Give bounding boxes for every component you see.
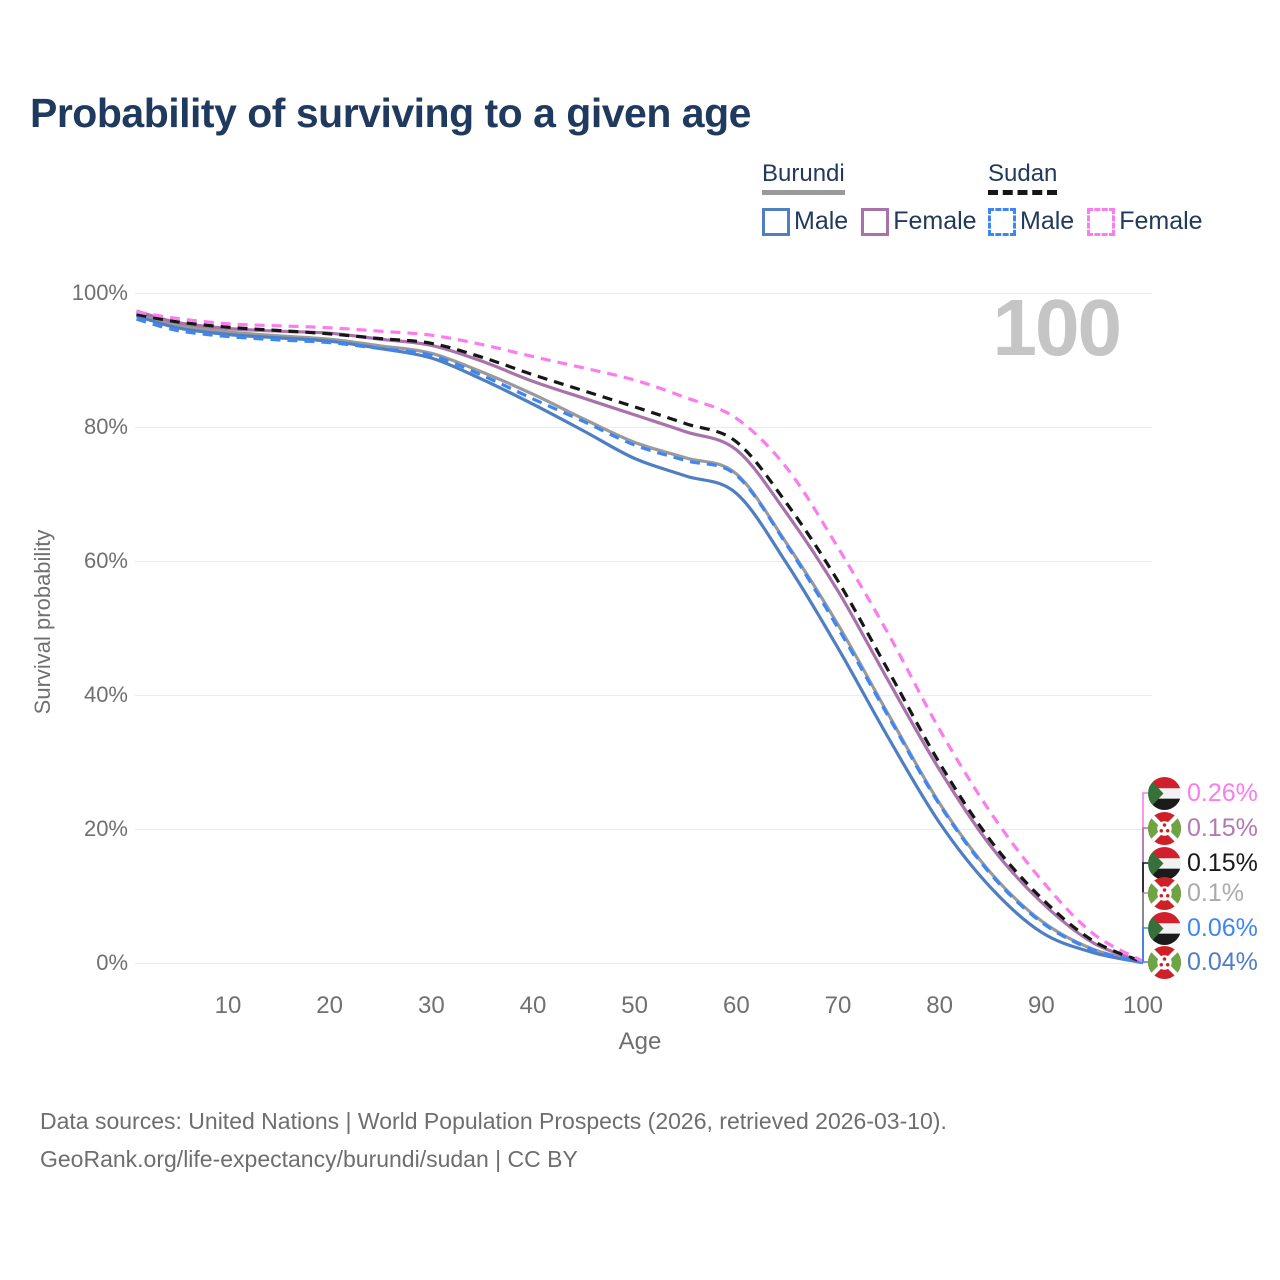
end-label-burundi-male: 0.04% — [1148, 945, 1258, 979]
x-tick-label: 90 — [1027, 992, 1055, 1019]
burundi-flag-icon — [1148, 876, 1181, 910]
x-tick-label: 20 — [316, 992, 343, 1019]
gridline — [135, 561, 1152, 562]
burundi-female-swatch-icon — [861, 207, 890, 236]
legend-group-sudan: Sudan Male Female — [988, 160, 1203, 236]
series-line-sudan[interactable] — [136, 312, 1144, 964]
y-tick-label: 80% — [83, 414, 128, 439]
burundi-male-swatch-icon — [762, 207, 790, 236]
end-value: 0.1% — [1187, 878, 1244, 907]
legend-item-burundi-female[interactable]: Female — [861, 207, 977, 236]
series-line-sudan-female[interactable] — [136, 310, 1144, 963]
gridline — [135, 695, 1152, 696]
sudan-female-swatch-icon — [1087, 207, 1116, 236]
gridline — [135, 829, 1152, 830]
legend-group-burundi: Burundi Male Female — [762, 160, 977, 236]
x-tick-label: 10 — [214, 992, 242, 1019]
series-line-burundi-male[interactable] — [136, 314, 1144, 965]
burundi-flag-icon — [1148, 811, 1181, 845]
legend-item-label: Female — [1119, 207, 1203, 235]
series-line-burundi[interactable] — [136, 311, 1144, 964]
series-line-sudan-male[interactable] — [136, 317, 1144, 965]
x-tick-label: 70 — [824, 992, 852, 1019]
end-label-burundi: 0.1% — [1148, 876, 1244, 910]
burundi-flag-icon — [1148, 945, 1181, 979]
x-tick-label: 50 — [621, 992, 648, 1019]
y-tick-label: 60% — [83, 548, 128, 573]
page-title: Probability of surviving to a given age — [30, 90, 751, 136]
x-tick-label: 80 — [926, 992, 953, 1019]
end-label-sudan-female: 0.26% — [1148, 776, 1258, 810]
y-tick-label: 20% — [83, 816, 128, 841]
y-tick-label: 40% — [83, 682, 128, 707]
end-value: 0.06% — [1187, 913, 1258, 942]
legend-item-label: Female — [893, 207, 977, 235]
end-value: 0.04% — [1187, 947, 1258, 976]
end-label-burundi-female: 0.15% — [1148, 811, 1258, 845]
x-tick-label: 40 — [519, 992, 547, 1019]
attribution-link: GeoRank.org/life-expectancy/burundi/suda… — [40, 1146, 578, 1172]
legend-item-sudan-female[interactable]: Female — [1087, 207, 1203, 236]
end-value: 0.26% — [1187, 778, 1258, 807]
legend-item-sudan-male[interactable]: Male — [988, 207, 1074, 236]
legend-item-label: Male — [794, 207, 849, 235]
sudan-flag-icon — [1148, 776, 1181, 810]
sudan-male-swatch-icon — [988, 207, 1016, 236]
sudan-flag-icon — [1148, 846, 1181, 880]
age-watermark: 100 — [992, 283, 1122, 372]
legend-item-burundi-male[interactable]: Male — [762, 207, 848, 236]
x-tick-label: 100 — [1122, 992, 1164, 1019]
sudan-flag-icon — [1148, 911, 1181, 945]
end-label-sudan: 0.15% — [1148, 846, 1258, 880]
x-tick-label: 30 — [417, 992, 445, 1019]
y-tick-label: 100% — [71, 280, 128, 305]
data-source-note: Data sources: United Nations | World Pop… — [40, 1108, 947, 1134]
gridline — [135, 427, 1152, 428]
x-axis-title: Age — [618, 1028, 662, 1055]
x-tick-label: 60 — [722, 992, 750, 1019]
end-value: 0.15% — [1187, 813, 1258, 842]
legend-burundi-title[interactable]: Burundi — [762, 160, 845, 195]
gridline — [135, 963, 1152, 964]
legend-sudan-title[interactable]: Sudan — [988, 160, 1058, 195]
end-label-sudan-male: 0.06% — [1148, 911, 1258, 945]
y-tick-label: 0% — [96, 950, 128, 975]
leader-line — [1142, 961, 1150, 963]
leader-line — [1142, 927, 1150, 963]
gridline — [135, 293, 1152, 294]
end-value: 0.15% — [1187, 848, 1258, 877]
legend-item-label: Male — [1020, 207, 1075, 235]
